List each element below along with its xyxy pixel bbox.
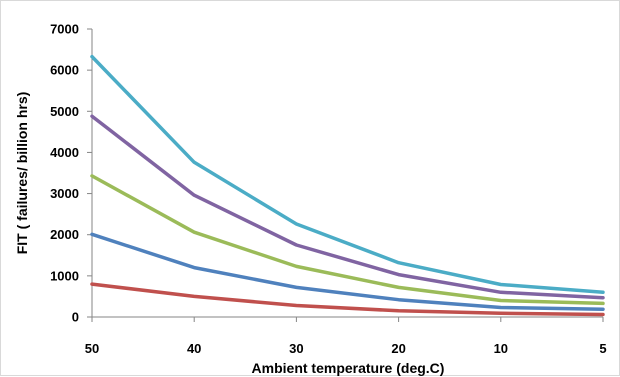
x-tick-label: 10	[494, 341, 508, 356]
y-tick-label: 5000	[50, 104, 79, 119]
y-tick-label: 7000	[50, 22, 79, 37]
x-tick-label: 20	[391, 341, 405, 356]
y-axis-title: FIT ( failures/ billion hrs)	[14, 92, 30, 255]
series-line-1	[90, 54, 605, 295]
x-tick-label: 30	[289, 341, 303, 356]
y-tick-label: 3000	[50, 186, 79, 201]
x-tick-label: 50	[85, 341, 99, 356]
series-line-4	[90, 232, 605, 311]
y-tick-label: 1000	[50, 268, 79, 283]
y-tick-label: 2000	[50, 227, 79, 242]
x-tick-label: 5	[599, 341, 606, 356]
series-line-2	[90, 114, 605, 300]
series-line-3	[90, 174, 605, 306]
x-tick-label: 40	[187, 341, 201, 356]
x-axis-title: Ambient temperature (deg.C)	[252, 360, 445, 376]
y-tick-label: 0	[72, 310, 79, 325]
y-tick-label: 4000	[50, 145, 79, 160]
series-line-5	[90, 282, 605, 317]
y-tick-label: 6000	[50, 63, 79, 78]
